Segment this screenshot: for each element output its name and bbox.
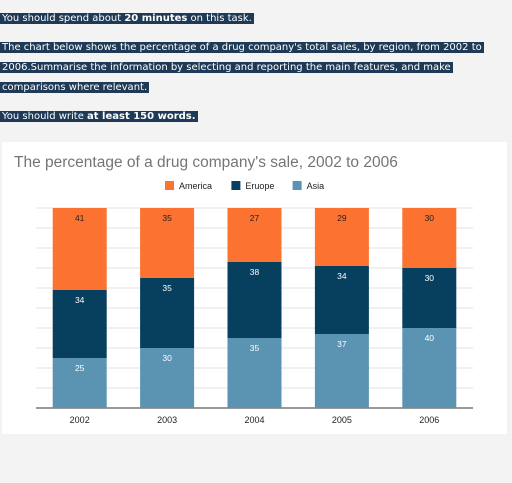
bar-eruope-2002 (52, 290, 107, 358)
x-tick-label-2005: 2005 (332, 415, 352, 425)
data-label-asia-2006: 40 (425, 333, 435, 343)
x-tick-label-2006: 2006 (419, 415, 439, 425)
data-label-asia-2004: 35 (250, 343, 260, 353)
bar-america-2004 (227, 208, 282, 262)
x-tick-label-2002: 2002 (70, 415, 90, 425)
bar-asia-2004 (227, 338, 282, 408)
legend-label-america: America (179, 181, 212, 191)
legend-swatch-asia (292, 181, 302, 190)
bar-asia-2003 (140, 348, 195, 408)
bar-eruope-2006 (402, 268, 457, 328)
bar-america-2003 (140, 208, 195, 278)
x-tick-label-2003: 2003 (157, 415, 177, 425)
bar-america-2006 (402, 208, 457, 268)
bar-america-2002 (52, 208, 107, 290)
task-prompt: You should spend about 20 minutes on thi… (0, 6, 512, 124)
data-label-america-2006: 30 (425, 213, 435, 223)
bar-eruope-2003 (140, 278, 195, 348)
chart-card: The percentage of a drug company's sale,… (2, 142, 507, 434)
task-text: on this task. (187, 13, 252, 24)
data-label-eruope-2004: 38 (250, 267, 260, 277)
data-label-asia-2003: 30 (162, 353, 172, 363)
data-label-america-2002: 41 (75, 213, 85, 223)
stacked-bar-chart: The percentage of a drug company's sale,… (14, 154, 473, 425)
data-label-america-2004: 27 (250, 213, 260, 223)
bar-eruope-2004 (227, 262, 282, 338)
bar-asia-2005 (314, 334, 369, 408)
legend-label-eruope: Eruope (245, 181, 274, 191)
chart-bars: 25 34 41 30 35 35 35 38 27 37 34 29 40 30 30 (52, 208, 457, 408)
data-label-america-2003: 35 (162, 213, 172, 223)
data-label-eruope-2002: 34 (75, 295, 85, 305)
task-text: You should spend about (2, 13, 125, 24)
data-label-asia-2002: 25 (75, 363, 85, 373)
x-axis: 2002 2003 2004 2005 2006 (70, 415, 440, 425)
task-words-bold: at least 150 words. (87, 111, 196, 122)
legend-label-asia: Asia (307, 181, 325, 191)
chart-legend: America Eruope Asia (165, 181, 324, 191)
x-tick-label-2004: 2004 (244, 415, 264, 425)
data-label-eruope-2003: 35 (162, 283, 172, 293)
bar-asia-2002 (52, 358, 107, 408)
task-instruction-time: You should spend about 20 minutes on thi… (0, 6, 512, 26)
legend-swatch-eruope (231, 181, 241, 190)
chart-title: The percentage of a drug company's sale,… (14, 154, 398, 171)
data-label-america-2005: 29 (337, 213, 347, 223)
task-text: You should write (2, 111, 88, 122)
bar-asia-2006 (402, 328, 457, 408)
task-description-text: The chart below shows the percentage of … (0, 42, 484, 93)
data-label-eruope-2005: 34 (337, 271, 347, 281)
data-label-eruope-2006: 30 (425, 273, 435, 283)
legend-swatch-america (165, 181, 174, 190)
task-description: The chart below shows the percentage of … (0, 35, 512, 95)
task-time-bold: 20 minutes (124, 13, 188, 24)
bar-america-2005 (314, 208, 369, 266)
data-label-asia-2005: 37 (337, 339, 347, 349)
task-instruction-words: You should write at least 150 words. (0, 104, 512, 124)
bar-eruope-2005 (314, 266, 369, 334)
